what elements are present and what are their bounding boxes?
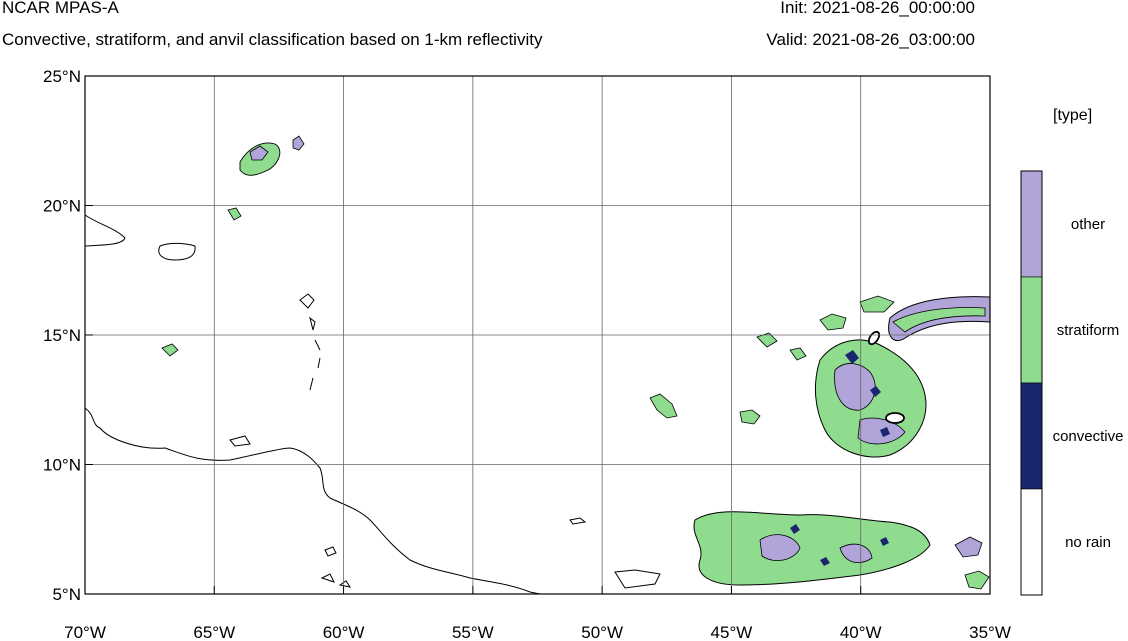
plot-description: Convective, stratiform, and anvil classi… (2, 30, 543, 49)
precip-cell-stratiform (756, 332, 807, 361)
precip-cell-stratiform (819, 313, 847, 331)
coastline-island (320, 546, 352, 588)
coastline-island (229, 435, 251, 447)
coastline-puerto-rico (158, 242, 196, 261)
legend-item-label: stratiform (1057, 322, 1120, 339)
lon-tick-label: 55°W (452, 623, 494, 641)
coastline-island (569, 517, 587, 525)
precip-cell-other (839, 543, 873, 563)
coastline-lesser-antilles (299, 293, 321, 391)
coastline-south-america (84, 407, 541, 595)
coastline-hispaniola (84, 214, 126, 247)
precip-cell-stratiform (649, 393, 678, 419)
precip-cell-other (759, 534, 801, 561)
precip-ring-no-rain (885, 412, 905, 424)
precip-cell-stratiform (227, 207, 242, 221)
precip-cell-stratiform (161, 343, 179, 357)
coastlines (84, 214, 587, 595)
precip-cell-stratiform (859, 295, 895, 313)
lon-tick-label: 45°W (711, 623, 753, 641)
lat-tick-label: 10°N (43, 456, 81, 475)
precip-cell-convective (845, 350, 890, 437)
precip-cell-stratiform (739, 409, 761, 425)
legend-swatch (1020, 488, 1043, 596)
model-title: NCAR MPAS-A (2, 0, 119, 17)
precip-cell-stratiform (892, 307, 986, 333)
legend-swatch (1020, 170, 1043, 278)
legend-item-label: convective (1053, 428, 1124, 445)
lat-tick-label: 5°N (52, 585, 81, 604)
legend-item-label: other (1071, 216, 1105, 233)
map-plot-area (84, 75, 991, 595)
lon-tick-label: 50°W (581, 623, 623, 641)
lon-tick-label: 40°W (840, 623, 882, 641)
map-frame (84, 75, 991, 595)
precip-cell-stratiform (964, 570, 990, 590)
lon-tick-label: 35°W (969, 623, 1011, 641)
precip-cell-other (954, 536, 983, 558)
legend-swatch (1020, 276, 1043, 384)
precip-cell-stratiform (693, 511, 931, 586)
lat-tick-label: 20°N (43, 197, 81, 216)
precip-cell-other (292, 135, 305, 151)
valid-time: Valid: 2021-08-26_03:00:00 (766, 30, 975, 49)
precip-features (161, 135, 991, 590)
legend-colorbar: other stratiform convective no rain (1020, 170, 1124, 596)
lon-tick-label: 70°W (64, 623, 106, 641)
axis-tick-labels: 70°W 65°W 60°W 55°W 50°W 45°W 40°W 35°W 25°N 20°N… (43, 67, 1011, 641)
precip-cell-no-rain-outline (614, 569, 661, 589)
lat-tick-label: 15°N (43, 326, 81, 345)
lat-tick-label: 25°N (43, 67, 81, 86)
legend-item-label: no rain (1065, 534, 1111, 551)
legend-swatch (1020, 382, 1043, 490)
init-time: Init: 2021-08-26_00:00:00 (780, 0, 975, 17)
lon-tick-label: 60°W (323, 623, 365, 641)
precip-cell-other (249, 145, 269, 161)
legend-title: [type] (1053, 107, 1093, 124)
lon-tick-label: 65°W (193, 623, 235, 641)
legend-frame (1020, 170, 1043, 596)
